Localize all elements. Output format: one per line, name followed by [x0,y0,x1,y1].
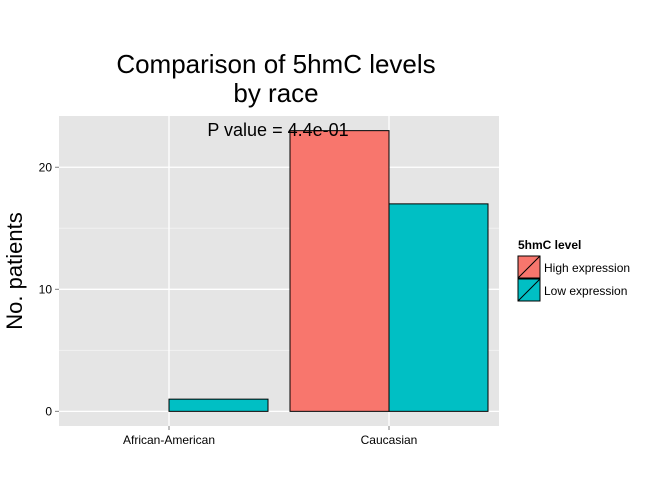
legend-item-high: High expression [517,255,630,279]
legend: 5hmC level High expression Low expressio… [517,238,630,302]
y-tick-label: 20 [39,160,53,174]
legend-item-low: Low expression [517,278,627,302]
chart-title-line-2: by race [233,78,318,108]
chart-title-line-1: Comparison of 5hmC levels [116,49,435,79]
p-value-annotation: P value = 4.4e-01 [207,120,348,140]
bar-high-expression-caucasian [289,130,390,412]
y-tick-label: 10 [39,282,53,296]
legend-key-high-slash [517,255,541,279]
legend-title: 5hmC level [518,238,581,252]
x-tick-label: Caucasian [361,433,418,447]
bars [168,130,489,412]
legend-label-low: Low expression [544,284,627,298]
y-axis-label: No. patients [2,212,27,329]
x-axis: African-American Caucasian [123,426,417,447]
bar-low-expression-african-american [168,398,269,412]
y-tick-label: 0 [45,404,52,418]
legend-label-high: High expression [544,261,630,275]
bar-low-expression-caucasian [388,203,489,412]
y-axis: 0 10 20 [39,160,59,418]
x-tick-label: African-American [123,433,215,447]
legend-key-low-slash [517,278,541,302]
